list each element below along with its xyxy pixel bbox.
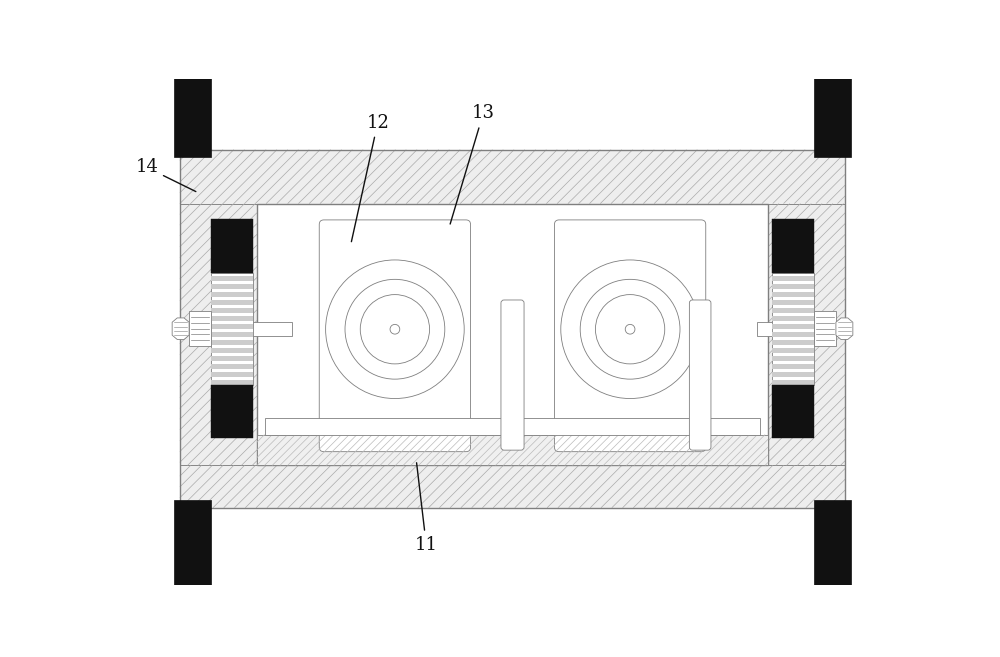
Polygon shape	[172, 318, 189, 340]
Bar	[211, 340, 253, 345]
Bar	[180, 150, 845, 508]
Circle shape	[345, 279, 445, 379]
Bar	[772, 356, 814, 361]
Circle shape	[326, 260, 464, 399]
Bar	[257, 204, 768, 465]
Circle shape	[390, 325, 400, 334]
Polygon shape	[836, 318, 853, 340]
FancyBboxPatch shape	[501, 300, 524, 450]
Text: 14: 14	[135, 158, 196, 192]
Bar	[211, 277, 253, 281]
Bar	[211, 300, 253, 305]
Circle shape	[561, 260, 699, 399]
Bar	[211, 348, 253, 353]
Bar	[211, 372, 253, 376]
Bar	[772, 277, 814, 281]
Bar	[814, 311, 836, 346]
Bar	[772, 300, 814, 305]
Bar	[772, 273, 814, 384]
Bar	[772, 325, 814, 328]
Bar	[772, 284, 814, 289]
Bar	[772, 219, 814, 273]
Bar	[772, 364, 814, 369]
Bar	[174, 500, 211, 593]
Bar	[203, 322, 292, 336]
Bar	[211, 332, 253, 336]
Bar	[211, 292, 253, 297]
Bar	[772, 308, 814, 313]
Bar	[814, 65, 851, 158]
Bar	[772, 348, 814, 353]
Bar	[772, 332, 814, 336]
Text: 13: 13	[450, 104, 495, 224]
Bar	[814, 500, 851, 593]
Bar	[211, 356, 253, 361]
Bar	[211, 219, 253, 273]
FancyBboxPatch shape	[319, 220, 471, 451]
Bar	[211, 364, 253, 369]
Bar	[772, 316, 814, 321]
Text: 11: 11	[415, 463, 438, 554]
Bar	[757, 322, 845, 336]
Bar	[211, 325, 253, 328]
Bar	[772, 380, 814, 384]
FancyBboxPatch shape	[554, 220, 706, 451]
Bar	[211, 284, 253, 289]
Bar	[189, 311, 211, 346]
Bar	[772, 384, 814, 438]
Bar	[174, 65, 211, 158]
Bar	[772, 340, 814, 345]
FancyBboxPatch shape	[689, 300, 711, 450]
Circle shape	[360, 294, 430, 364]
Text: 12: 12	[351, 114, 389, 242]
Bar	[180, 204, 257, 465]
Bar	[768, 204, 845, 465]
Bar	[211, 380, 253, 384]
Bar	[211, 384, 253, 438]
Bar	[772, 372, 814, 376]
Circle shape	[580, 279, 680, 379]
Bar	[180, 150, 845, 204]
Bar	[772, 292, 814, 297]
Circle shape	[595, 294, 665, 364]
Bar	[257, 434, 768, 465]
Circle shape	[625, 325, 635, 334]
Bar	[211, 273, 253, 384]
Bar	[180, 465, 845, 508]
Bar	[265, 418, 760, 434]
Bar	[211, 316, 253, 321]
Bar	[211, 308, 253, 313]
